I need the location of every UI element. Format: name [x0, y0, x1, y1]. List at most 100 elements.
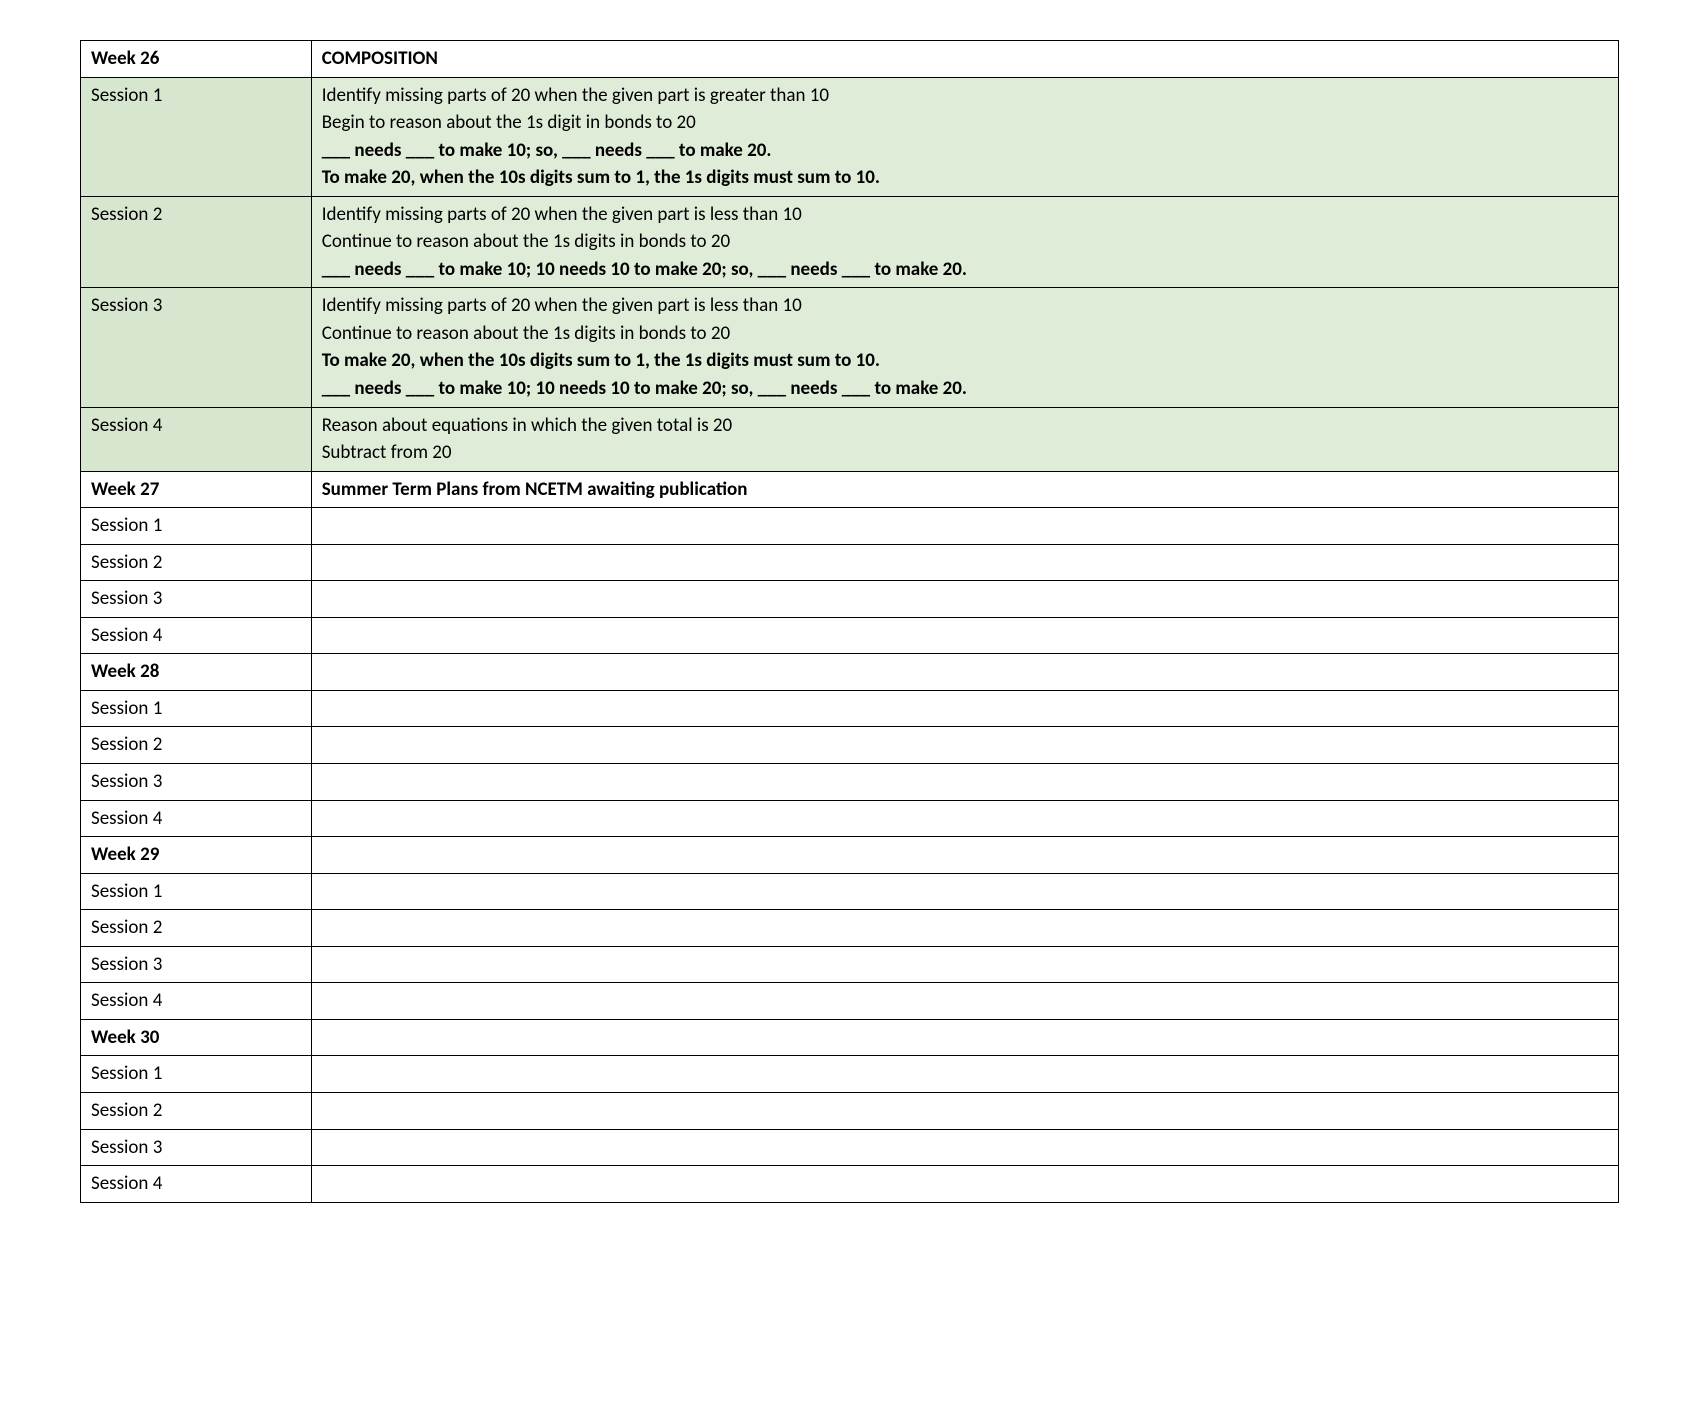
content-line	[322, 1024, 1608, 1052]
row-label: Session 3	[91, 587, 162, 610]
table-row: Week 28	[81, 654, 1619, 691]
table-row: Session 3	[81, 1129, 1619, 1166]
table-row: Session 2	[81, 727, 1619, 764]
content-line: ___ needs ___ to make 10; so, ___ needs …	[322, 137, 1608, 165]
row-label-cell: Week 30	[81, 1019, 312, 1056]
content-line	[322, 549, 1608, 577]
row-content-cell: Reason about equations in which the give…	[311, 407, 1618, 471]
row-label-cell: Session 1	[81, 77, 312, 196]
table-row: Session 4	[81, 1166, 1619, 1203]
row-label: Session 3	[91, 294, 162, 317]
row-content-cell	[311, 1166, 1618, 1203]
row-label-cell: Session 1	[81, 1056, 312, 1093]
table-row: Session 3	[81, 581, 1619, 618]
row-label: Week 26	[91, 47, 159, 70]
row-label: Session 3	[91, 1136, 162, 1159]
row-content-cell	[311, 837, 1618, 874]
table-row: Week 29	[81, 837, 1619, 874]
row-content-cell	[311, 764, 1618, 801]
content-line	[322, 658, 1608, 686]
content-line: COMPOSITION	[322, 45, 1608, 73]
row-label: Week 28	[91, 660, 159, 683]
row-content-cell	[311, 544, 1618, 581]
row-content-cell	[311, 617, 1618, 654]
content-line	[322, 951, 1608, 979]
row-content-cell: Identify missing parts of 20 when the gi…	[311, 196, 1618, 288]
content-line	[322, 1060, 1608, 1088]
content-line	[322, 1134, 1608, 1162]
table-row: Week 27 Summer Term Plans from NCETM awai…	[81, 471, 1619, 508]
row-label-cell: Session 1	[81, 873, 312, 910]
content-line: Identify missing parts of 20 when the gi…	[322, 292, 1608, 320]
content-line	[322, 695, 1608, 723]
table-row: Week 26 COMPOSITION	[81, 41, 1619, 78]
content-line: ___ needs ___ to make 10; 10 needs 10 to…	[322, 375, 1608, 403]
row-label-cell: Session 4	[81, 1166, 312, 1203]
table-row: Session 1	[81, 508, 1619, 545]
row-label-cell: Session 3	[81, 764, 312, 801]
row-content-cell: COMPOSITION	[311, 41, 1618, 78]
row-label-cell: Week 28	[81, 654, 312, 691]
row-content-cell	[311, 690, 1618, 727]
table-row: Session 2	[81, 544, 1619, 581]
table-row: Session 3	[81, 946, 1619, 983]
row-label: Session 2	[91, 203, 162, 226]
table-row: Session 2 Identify missing parts of 20 wh…	[81, 196, 1619, 288]
row-label-cell: Session 2	[81, 910, 312, 947]
content-line	[322, 841, 1608, 869]
row-content-cell	[311, 800, 1618, 837]
row-label: Session 4	[91, 807, 162, 830]
row-label-cell: Session 2	[81, 727, 312, 764]
row-label-cell: Session 1	[81, 690, 312, 727]
content-line: Begin to reason about the 1s digit in bo…	[322, 109, 1608, 137]
content-line: To make 20, when the 10s digits sum to 1…	[322, 164, 1608, 192]
row-content-cell	[311, 581, 1618, 618]
row-label-cell: Week 27	[81, 471, 312, 508]
row-label-cell: Week 29	[81, 837, 312, 874]
content-line	[322, 768, 1608, 796]
row-label-cell: Session 3	[81, 1129, 312, 1166]
content-line: Subtract from 20	[322, 439, 1608, 467]
row-content-cell	[311, 1056, 1618, 1093]
row-label-cell: Session 2	[81, 1092, 312, 1129]
row-label-cell: Session 2	[81, 544, 312, 581]
content-line	[322, 987, 1608, 1015]
row-label: Session 1	[91, 1062, 162, 1085]
row-content-cell	[311, 727, 1618, 764]
row-label-cell: Session 4	[81, 983, 312, 1020]
row-content-cell	[311, 654, 1618, 691]
row-label-cell: Session 4	[81, 800, 312, 837]
row-label: Week 29	[91, 843, 159, 866]
row-label-cell: Session 3	[81, 946, 312, 983]
row-content-cell	[311, 910, 1618, 947]
row-label: Session 2	[91, 1099, 162, 1122]
content-line: To make 20, when the 10s digits sum to 1…	[322, 347, 1608, 375]
table-row: Session 4	[81, 800, 1619, 837]
row-label: Session 1	[91, 84, 162, 107]
row-label: Session 4	[91, 414, 162, 437]
content-line	[322, 1170, 1608, 1198]
row-content-cell	[311, 946, 1618, 983]
table-row: Session 4	[81, 617, 1619, 654]
table-row: Session 1	[81, 873, 1619, 910]
row-content-cell: Identify missing parts of 20 when the gi…	[311, 288, 1618, 407]
content-line	[322, 512, 1608, 540]
row-label: Week 27	[91, 478, 159, 501]
content-line: Reason about equations in which the give…	[322, 412, 1608, 440]
content-line	[322, 622, 1608, 650]
table-body: Week 26COMPOSITIONSession 1Identify miss…	[81, 41, 1619, 1203]
row-label: Week 30	[91, 1026, 159, 1049]
row-label-cell: Session 1	[81, 508, 312, 545]
row-label: Session 4	[91, 1172, 162, 1195]
row-label: Session 1	[91, 514, 162, 537]
table-row: Session 1	[81, 1056, 1619, 1093]
table-row: Session 3 Identify missing parts of 20 wh…	[81, 288, 1619, 407]
row-label: Session 1	[91, 880, 162, 903]
row-content-cell	[311, 1092, 1618, 1129]
row-content-cell: Summer Term Plans from NCETM awaiting pu…	[311, 471, 1618, 508]
table-row: Session 1Identify missing parts of 20 wh…	[81, 77, 1619, 196]
row-label-cell: Session 3	[81, 581, 312, 618]
row-content-cell	[311, 873, 1618, 910]
row-content-cell	[311, 1129, 1618, 1166]
row-label: Session 2	[91, 551, 162, 574]
